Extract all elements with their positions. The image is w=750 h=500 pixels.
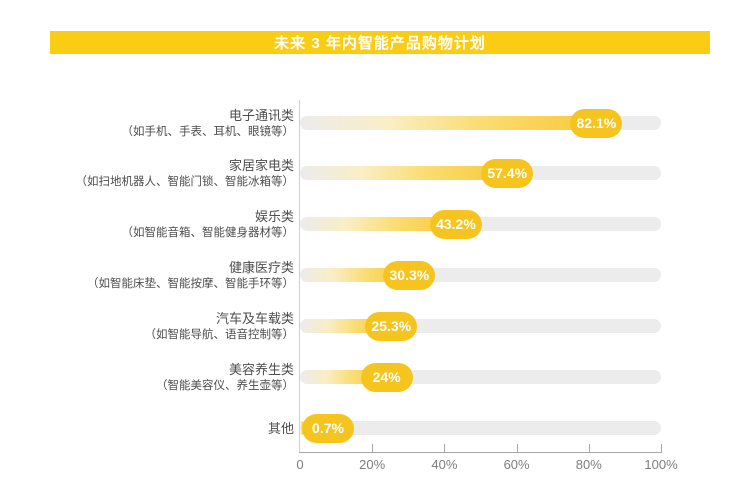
category-label: 汽车及车载类 — [215, 310, 294, 326]
value-badge: 43.2% — [429, 210, 482, 240]
x-axis-tick-label: 20% — [359, 457, 386, 472]
value-badge: 25.3% — [365, 311, 418, 341]
x-axis-tick — [661, 444, 662, 452]
bar-row: 美容养生类 （智能美容仪、养生壶等） 24% — [0, 352, 750, 403]
category-sublabel: （如智能导航、语音控制等） — [144, 328, 295, 341]
category-sublabel: （智能美容仪、养生壶等） — [156, 379, 294, 392]
category-sublabel: （如智能床垫、智能按摩、智能手环等） — [87, 278, 294, 291]
category-label: 美容养生类 — [228, 361, 294, 377]
chart-title-banner: 未来 3 年内智能产品购物计划 — [50, 31, 710, 54]
x-axis-tick-label: 60% — [503, 457, 530, 472]
bar-track — [300, 420, 661, 435]
x-axis-tick — [588, 444, 590, 452]
category-sublabel: （如智能音箱、智能健身器材等） — [121, 227, 295, 240]
category-sublabel: （如扫地机器人、智能门锁、智能冰箱等） — [75, 176, 295, 189]
category-label-block: 美容养生类 （智能美容仪、养生壶等） — [40, 352, 294, 403]
x-axis-tick — [372, 444, 374, 452]
category-label-block: 其他 — [40, 403, 294, 454]
category-label-block: 健康医疗类 （如智能床垫、智能按摩、智能手环等） — [40, 250, 294, 301]
category-label: 娱乐类 — [254, 209, 294, 225]
category-sublabel: （如手机、手表、耳机、眼镜等） — [121, 125, 295, 138]
category-label-block: 电子通讯类 （如手机、手表、耳机、眼镜等） — [40, 98, 295, 149]
category-label: 健康医疗类 — [228, 260, 294, 276]
x-axis-tick — [444, 444, 446, 452]
bar-fill — [300, 115, 597, 130]
x-axis-tick — [516, 444, 518, 452]
value-badge: 57.4% — [481, 159, 534, 189]
bar-row: 电子通讯类 （如手机、手表、耳机、眼镜等） 82.1% — [0, 98, 750, 149]
chart-title: 未来 3 年内智能产品购物计划 — [274, 35, 486, 52]
bar-row: 娱乐类 （如智能音箱、智能健身器材等） 43.2% — [0, 199, 750, 250]
bar-row: 其他 0.7% — [0, 403, 750, 454]
bar-row: 健康医疗类 （如智能床垫、智能按摩、智能手环等） 30.3% — [0, 250, 750, 301]
x-axis-tick-label: 40% — [431, 457, 458, 472]
bar-row: 汽车及车载类 （如智能导航、语音控制等） 25.3% — [0, 301, 750, 352]
bar-fill — [300, 268, 410, 283]
category-label-block: 家居家电类 （如扫地机器人、智能门锁、智能冰箱等） — [40, 148, 295, 199]
category-label: 家居家电类 — [228, 158, 294, 174]
x-axis-tick-label: 0 — [296, 457, 304, 472]
x-axis-line — [299, 452, 662, 453]
value-badge: 30.3% — [383, 261, 436, 291]
bar-fill — [300, 217, 456, 232]
value-badge: 0.7% — [302, 413, 354, 443]
bar-row: 家居家电类 （如扫地机器人、智能门锁、智能冰箱等） 57.4% — [0, 148, 750, 199]
value-badge: 82.1% — [570, 108, 623, 138]
x-axis-tick-label: 100% — [644, 457, 678, 472]
category-label-block: 娱乐类 （如智能音箱、智能健身器材等） — [40, 199, 295, 250]
y-axis-line — [299, 100, 300, 453]
category-label: 电子通讯类 — [228, 107, 294, 123]
value-badge: 24% — [360, 362, 413, 392]
bar-fill — [300, 166, 508, 181]
category-label: 其他 — [267, 420, 294, 436]
bar-fill — [300, 420, 303, 435]
x-axis-tick-label: 80% — [575, 457, 602, 472]
category-label-block: 汽车及车载类 （如智能导航、语音控制等） — [40, 301, 295, 352]
